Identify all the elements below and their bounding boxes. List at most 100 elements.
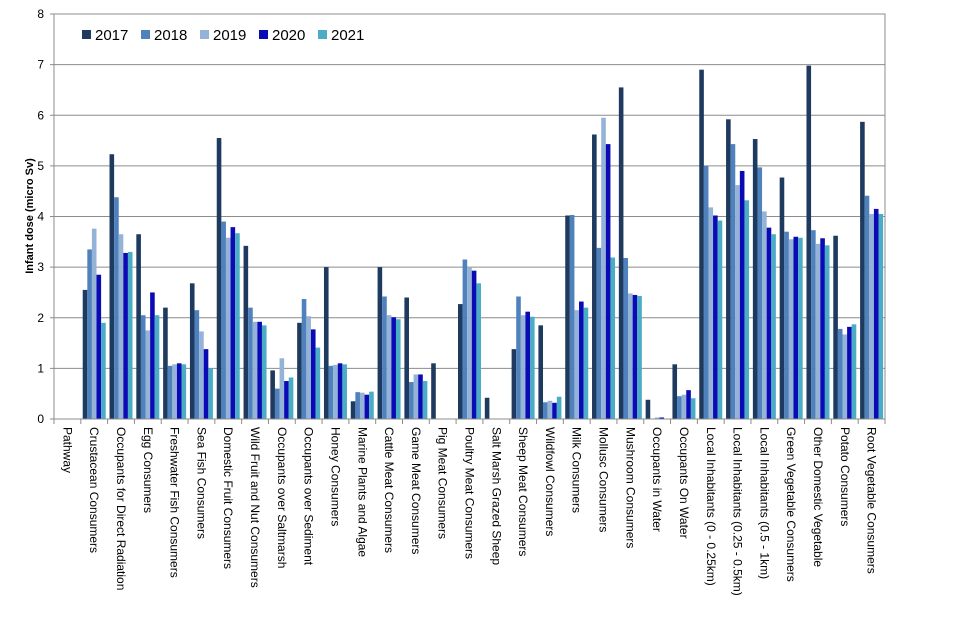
bar-2019-19 [574, 310, 580, 419]
x-category-label: Local Inhabitants (0.25 - 0.5km) [731, 427, 745, 596]
x-category-label: Wild Fruit and Nut Consumers [248, 427, 262, 588]
bar-2018-1 [87, 249, 92, 419]
bar-2021-30 [878, 213, 884, 419]
bar-2017-10 [323, 267, 329, 420]
bar-2017-1 [82, 289, 88, 419]
y-tick-label: 4 [37, 210, 44, 224]
legend-swatch-2017 [82, 30, 91, 39]
bar-2018-3 [140, 315, 146, 419]
bar-2017-6 [216, 138, 222, 419]
x-category-label: Freshwater Fish Consumers [168, 427, 182, 578]
bar-2019-28 [815, 243, 821, 419]
bar-2017-4 [163, 307, 168, 420]
axes [53, 13, 886, 424]
bar-2020-20 [605, 144, 611, 420]
bar-2020-28 [820, 238, 825, 419]
bar-2019-13 [413, 374, 419, 419]
bar-2017-24 [699, 69, 704, 419]
bar-2018-21 [623, 258, 629, 419]
x-category-label: Mushroom Consumers [623, 427, 637, 548]
bar-2021-1 [101, 322, 106, 419]
bar-2019-29 [842, 334, 848, 419]
bar-2018-28 [811, 230, 816, 419]
y-tick-label: 7 [37, 58, 44, 72]
x-category-label: Local Inhabitants (0 - 0.25km) [704, 427, 718, 586]
bar-2019-25 [735, 185, 740, 419]
bar-2017-19 [565, 215, 570, 419]
bar-2019-24 [708, 207, 714, 419]
bar-2020-7 [257, 321, 262, 419]
bar-2021-18 [556, 396, 562, 419]
bar-2021-13 [422, 381, 428, 419]
bar-2020-8 [284, 381, 289, 419]
bar-2019-15 [467, 267, 472, 420]
bar-2019-9 [306, 316, 311, 419]
y-axis-ticks: 0 1 2 3 4 5 6 7 8 [37, 7, 54, 426]
bar-2020-27 [793, 236, 799, 419]
x-category-label: Occupants over Saltmarsh [275, 427, 289, 568]
bar-2018-19 [569, 214, 575, 419]
x-category-label: Salt Marsh Grazed Sheep [489, 427, 503, 565]
x-category-label: Occupants On Water [677, 427, 691, 539]
bar-2020-17 [525, 311, 531, 419]
x-category-label: Local Inhabitants (0.5 - 1km) [757, 427, 771, 579]
x-category-label: Occupants for Direct Radiation [114, 427, 128, 590]
bar-2019-17 [520, 315, 526, 419]
y-tick-label: 1 [37, 361, 44, 375]
bar-2020-15 [471, 270, 477, 419]
bar-2018-11 [355, 392, 360, 419]
x-category-label: Potato Consumers [838, 427, 852, 526]
y-axis-title: Infant dose (micro Sv) [24, 158, 36, 274]
bar-2019-1 [91, 228, 97, 419]
bar-2017-8 [270, 370, 275, 419]
y-tick-label: 6 [37, 108, 44, 122]
legend-label-2021: 2021 [331, 27, 364, 44]
bar-2018-29 [837, 328, 843, 419]
bar-2021-12 [395, 319, 401, 419]
bar-2019-3 [145, 330, 151, 419]
bar-2021-21 [637, 295, 642, 419]
bar-2017-5 [189, 283, 195, 419]
bar-2017-30 [860, 121, 865, 419]
legend-label-2017: 2017 [95, 27, 128, 44]
bar-2020-5 [203, 349, 209, 419]
bar-2020-25 [739, 170, 745, 419]
bar-2019-8 [279, 358, 285, 419]
bar-2018-7 [248, 307, 253, 420]
y-tick-label: 8 [37, 7, 44, 21]
bar-2018-5 [194, 310, 200, 419]
bar-2020-11 [364, 394, 370, 419]
x-category-label: Honey Consumers [328, 427, 342, 526]
bar-2019-20 [601, 117, 606, 419]
bar-2017-18 [538, 325, 544, 419]
bar-2018-30 [864, 195, 870, 419]
bar-2020-6 [230, 227, 236, 419]
x-category-label: Marine Plants and Algae [355, 427, 369, 557]
legend-label-2020: 2020 [272, 27, 305, 44]
bar-2021-29 [851, 324, 857, 419]
bar-2018-4 [167, 365, 173, 419]
bar-2020-2 [123, 252, 128, 419]
bar-2018-23 [677, 396, 682, 419]
bar-2017-16 [484, 397, 490, 419]
bar-2017-25 [726, 119, 731, 420]
bar-2020-19 [579, 301, 584, 419]
bar-2020-24 [713, 215, 718, 419]
plot-area-border [53, 13, 886, 420]
x-category-label: Sheep Meat Consumers [516, 427, 530, 556]
bar-2021-8 [288, 377, 294, 419]
bar-2019-22 [654, 417, 660, 419]
legend-label-2018: 2018 [154, 27, 187, 44]
bar-2018-9 [301, 299, 307, 419]
bar-2019-2 [118, 234, 124, 419]
bar-2019-5 [199, 331, 204, 419]
x-category-label: Domestic Fruit Consumers [221, 427, 235, 569]
bar-2020-29 [847, 326, 852, 419]
bar-2021-28 [824, 245, 830, 419]
bar-2017-27 [779, 177, 785, 419]
bar-series-group [82, 65, 884, 420]
bar-2018-2 [114, 197, 119, 419]
bar-2018-8 [274, 388, 280, 420]
